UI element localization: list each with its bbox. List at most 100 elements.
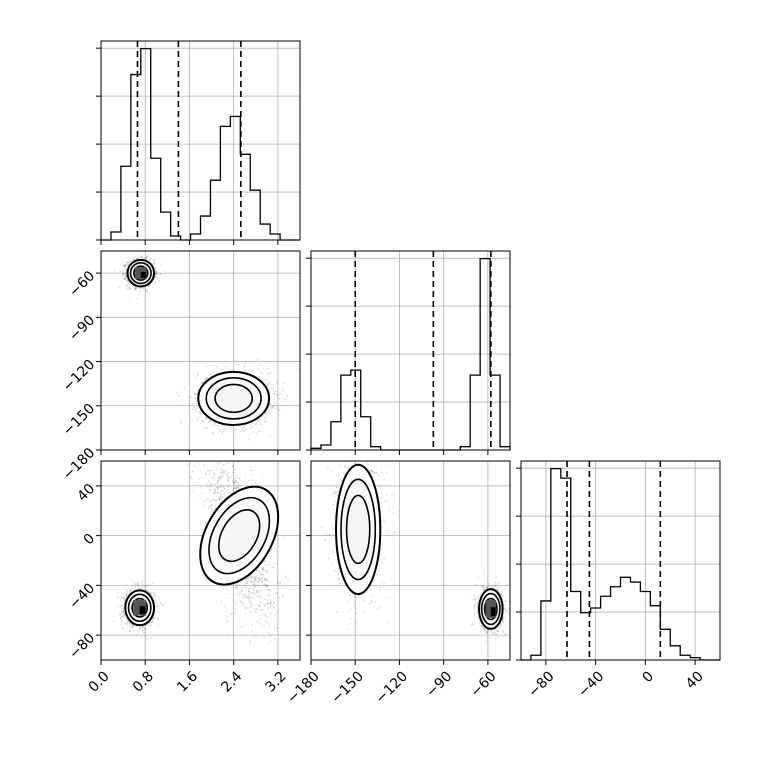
sample-point	[122, 610, 124, 612]
sample-point	[213, 454, 215, 456]
sample-point	[194, 397, 196, 399]
sample-point	[140, 637, 142, 639]
sample-point	[265, 604, 267, 606]
y-tick-label: 0	[81, 531, 99, 549]
sample-point	[260, 423, 262, 425]
sample-point	[250, 601, 252, 603]
sample-point	[154, 259, 156, 261]
sample-point	[126, 285, 128, 287]
sample-point	[137, 298, 139, 300]
sample-point	[141, 256, 143, 258]
sample-point	[209, 505, 211, 507]
sample-point	[259, 595, 261, 597]
sample-point	[236, 487, 238, 489]
sample-point	[144, 288, 146, 290]
sample-point	[206, 377, 208, 379]
sample-point	[118, 596, 120, 598]
sample-point	[138, 257, 140, 259]
sample-point	[205, 427, 207, 429]
x-tick-label: 3.2	[263, 668, 290, 695]
sample-point	[245, 429, 247, 431]
sample-point	[205, 443, 207, 445]
sample-point	[213, 488, 215, 490]
sample-point	[179, 420, 181, 422]
sample-point	[242, 594, 244, 596]
sample-point	[190, 458, 192, 460]
sample-point	[161, 604, 163, 606]
sample-point	[149, 259, 151, 261]
sample-point	[224, 471, 226, 473]
sample-point	[150, 592, 152, 594]
sample-point	[185, 421, 187, 423]
sample-point	[158, 625, 160, 627]
sample-point	[133, 258, 135, 260]
sample-point	[265, 378, 267, 380]
sample-point	[268, 561, 270, 563]
sample-point	[152, 591, 154, 593]
sample-point	[200, 523, 202, 525]
sample-point	[215, 504, 217, 506]
sample-point	[253, 636, 255, 638]
sample-point	[237, 585, 239, 587]
sample-point	[211, 511, 213, 513]
sample-point	[273, 399, 275, 401]
sample-point	[231, 453, 233, 455]
sample-point	[149, 292, 151, 294]
sample-point	[149, 625, 151, 627]
sample-point	[126, 589, 128, 591]
sample-point	[268, 384, 270, 386]
sample-point	[133, 630, 135, 632]
sample-point	[267, 608, 269, 610]
sample-point	[132, 581, 134, 583]
joint-p0-p2	[113, 392, 294, 670]
sample-point	[201, 528, 203, 530]
y-tick-label: −150	[60, 401, 99, 440]
sample-point	[125, 268, 127, 270]
sample-point	[155, 272, 157, 274]
sample-point	[141, 581, 143, 583]
sample-point	[242, 430, 244, 432]
sample-point	[216, 366, 218, 368]
sample-point	[120, 624, 122, 626]
sample-point	[274, 551, 276, 553]
sample-point	[262, 373, 264, 375]
sample-point	[129, 284, 131, 286]
sample-point	[216, 487, 218, 489]
sample-point	[259, 364, 261, 366]
sample-point	[270, 397, 272, 399]
sample-point	[198, 544, 200, 546]
y-tick-label: −60	[66, 268, 98, 300]
sample-point	[246, 424, 248, 426]
sample-point	[227, 487, 229, 489]
sample-point	[113, 269, 115, 271]
sample-point	[130, 629, 132, 631]
density-peak	[140, 606, 146, 614]
sample-point	[143, 632, 145, 634]
sample-point	[194, 409, 196, 411]
sample-point	[195, 466, 197, 468]
sample-point	[205, 366, 207, 368]
sample-point	[251, 592, 253, 594]
sample-point	[196, 407, 198, 409]
sample-point	[278, 398, 280, 400]
sample-point	[184, 387, 186, 389]
sample-point	[250, 469, 252, 471]
sample-point	[137, 630, 139, 632]
sample-point	[276, 407, 278, 409]
sample-point	[237, 623, 239, 625]
sample-point	[122, 273, 124, 275]
sample-point	[157, 619, 159, 621]
sample-point	[258, 420, 260, 422]
sample-point	[124, 266, 126, 268]
sample-point	[139, 627, 141, 629]
sample-point	[199, 495, 201, 497]
sample-point	[205, 453, 207, 455]
sample-point	[151, 637, 153, 639]
sample-point	[229, 426, 231, 428]
sample-point	[278, 415, 280, 417]
sample-point	[250, 424, 252, 426]
sample-point	[161, 269, 163, 271]
sample-point	[255, 482, 257, 484]
sample-point	[219, 370, 221, 372]
sample-point	[263, 380, 265, 382]
